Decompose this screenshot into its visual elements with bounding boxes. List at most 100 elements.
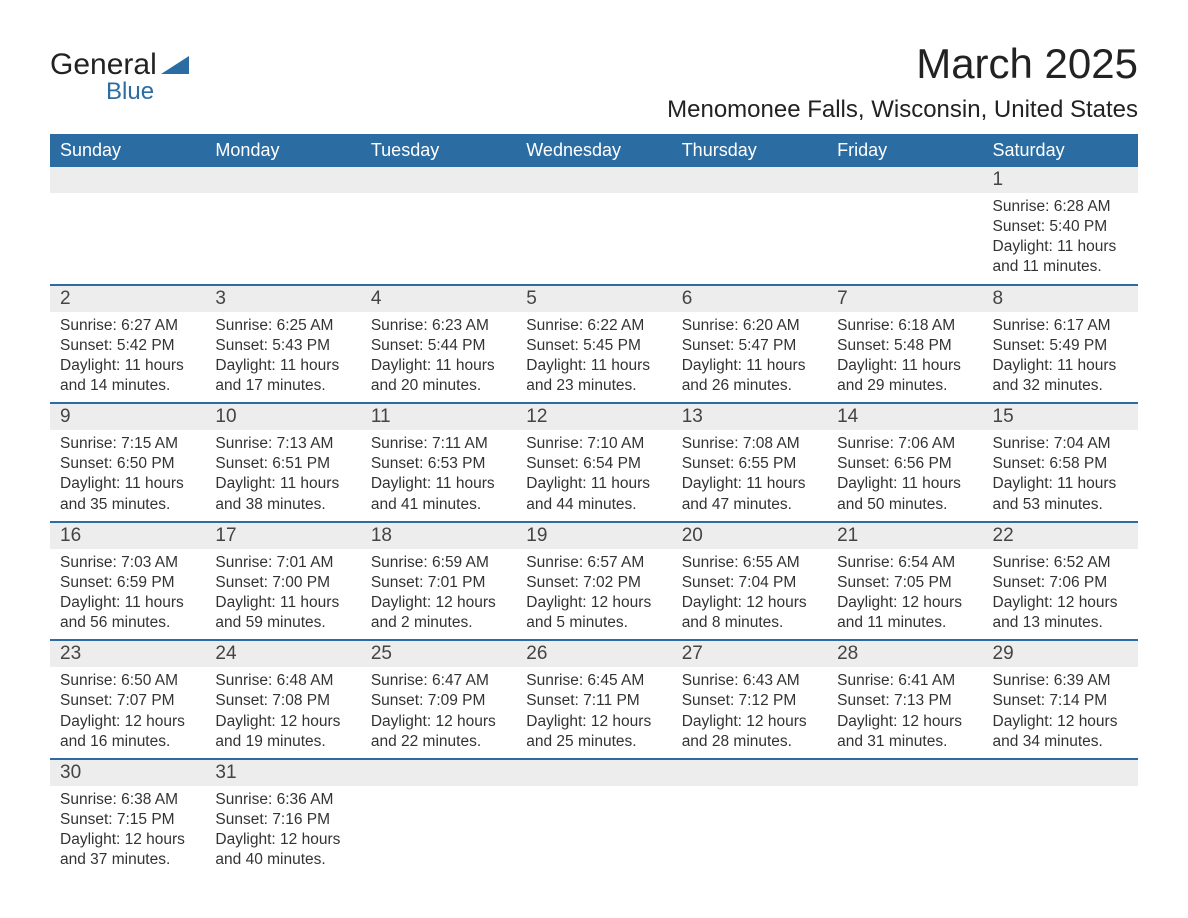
sunrise-line: Sunrise: 6:57 AM [526, 553, 661, 573]
sunset-line: Sunset: 6:50 PM [60, 454, 195, 474]
day-number: 19 [516, 523, 671, 549]
sunset-line: Sunset: 5:40 PM [993, 217, 1128, 237]
calendar-cell [516, 759, 671, 877]
daylight-line: Daylight: 12 hours and 5 minutes. [526, 593, 661, 633]
day-details: Sunrise: 6:52 AMSunset: 7:06 PMDaylight:… [983, 549, 1138, 640]
daylight-line: Daylight: 12 hours and 22 minutes. [371, 712, 506, 752]
daylight-line: Daylight: 11 hours and 26 minutes. [682, 356, 817, 396]
sunset-line: Sunset: 5:49 PM [993, 336, 1128, 356]
calendar-cell: 31Sunrise: 6:36 AMSunset: 7:16 PMDayligh… [205, 759, 360, 877]
day-number: 7 [827, 286, 982, 312]
calendar-cell [827, 759, 982, 877]
day-number: 10 [205, 404, 360, 430]
sunrise-line: Sunrise: 6:52 AM [993, 553, 1128, 573]
day-number: 9 [50, 404, 205, 430]
day-number: 8 [983, 286, 1138, 312]
calendar-cell: 29Sunrise: 6:39 AMSunset: 7:14 PMDayligh… [983, 640, 1138, 759]
day-number: 5 [516, 286, 671, 312]
logo-text-blue: Blue [106, 78, 154, 106]
daylight-line: Daylight: 12 hours and 11 minutes. [837, 593, 972, 633]
day-details: Sunrise: 6:57 AMSunset: 7:02 PMDaylight:… [516, 549, 671, 640]
day-number [516, 760, 671, 786]
calendar-table: SundayMondayTuesdayWednesdayThursdayFrid… [50, 134, 1138, 876]
calendar-cell: 18Sunrise: 6:59 AMSunset: 7:01 PMDayligh… [361, 522, 516, 641]
day-number: 22 [983, 523, 1138, 549]
calendar-cell [361, 759, 516, 877]
calendar-cell: 11Sunrise: 7:11 AMSunset: 6:53 PMDayligh… [361, 403, 516, 522]
sunset-line: Sunset: 7:15 PM [60, 810, 195, 830]
day-details: Sunrise: 6:36 AMSunset: 7:16 PMDaylight:… [205, 786, 360, 877]
sunrise-line: Sunrise: 6:28 AM [993, 197, 1128, 217]
header: General Blue March 2025 Menomonee Falls,… [50, 40, 1138, 124]
calendar-cell [205, 167, 360, 285]
sunrise-line: Sunrise: 7:10 AM [526, 434, 661, 454]
calendar-cell: 1Sunrise: 6:28 AMSunset: 5:40 PMDaylight… [983, 167, 1138, 285]
daylight-line: Daylight: 12 hours and 16 minutes. [60, 712, 195, 752]
day-details: Sunrise: 6:27 AMSunset: 5:42 PMDaylight:… [50, 312, 205, 403]
header-right: March 2025 Menomonee Falls, Wisconsin, U… [667, 40, 1138, 124]
day-details: Sunrise: 6:43 AMSunset: 7:12 PMDaylight:… [672, 667, 827, 758]
sunset-line: Sunset: 5:48 PM [837, 336, 972, 356]
calendar-cell: 2Sunrise: 6:27 AMSunset: 5:42 PMDaylight… [50, 285, 205, 404]
day-number: 6 [672, 286, 827, 312]
sunset-line: Sunset: 7:06 PM [993, 573, 1128, 593]
weekday-header: Sunday [50, 134, 205, 167]
calendar-cell: 6Sunrise: 6:20 AMSunset: 5:47 PMDaylight… [672, 285, 827, 404]
calendar-week-row: 30Sunrise: 6:38 AMSunset: 7:15 PMDayligh… [50, 759, 1138, 877]
sunset-line: Sunset: 5:43 PM [215, 336, 350, 356]
sunset-line: Sunset: 7:14 PM [993, 691, 1128, 711]
daylight-line: Daylight: 11 hours and 53 minutes. [993, 474, 1128, 514]
daylight-line: Daylight: 11 hours and 59 minutes. [215, 593, 350, 633]
day-number [827, 167, 982, 193]
day-number: 27 [672, 641, 827, 667]
sunrise-line: Sunrise: 6:59 AM [371, 553, 506, 573]
sunset-line: Sunset: 7:09 PM [371, 691, 506, 711]
calendar-cell: 22Sunrise: 6:52 AMSunset: 7:06 PMDayligh… [983, 522, 1138, 641]
calendar-week-row: 2Sunrise: 6:27 AMSunset: 5:42 PMDaylight… [50, 285, 1138, 404]
day-details: Sunrise: 6:28 AMSunset: 5:40 PMDaylight:… [983, 193, 1138, 284]
calendar-cell [827, 167, 982, 285]
day-details: Sunrise: 7:04 AMSunset: 6:58 PMDaylight:… [983, 430, 1138, 521]
day-number: 24 [205, 641, 360, 667]
sunset-line: Sunset: 5:47 PM [682, 336, 817, 356]
day-number: 20 [672, 523, 827, 549]
sunrise-line: Sunrise: 6:48 AM [215, 671, 350, 691]
day-number [50, 167, 205, 193]
day-number: 28 [827, 641, 982, 667]
day-details [361, 786, 516, 868]
weekday-header: Thursday [672, 134, 827, 167]
daylight-line: Daylight: 11 hours and 29 minutes. [837, 356, 972, 396]
sunrise-line: Sunrise: 6:36 AM [215, 790, 350, 810]
day-number [672, 760, 827, 786]
weekday-header: Wednesday [516, 134, 671, 167]
sunset-line: Sunset: 7:08 PM [215, 691, 350, 711]
sunset-line: Sunset: 5:45 PM [526, 336, 661, 356]
daylight-line: Daylight: 12 hours and 19 minutes. [215, 712, 350, 752]
calendar-cell [361, 167, 516, 285]
sunrise-line: Sunrise: 6:17 AM [993, 316, 1128, 336]
sunrise-line: Sunrise: 7:06 AM [837, 434, 972, 454]
sunrise-line: Sunrise: 6:27 AM [60, 316, 195, 336]
sunset-line: Sunset: 7:12 PM [682, 691, 817, 711]
calendar-cell: 19Sunrise: 6:57 AMSunset: 7:02 PMDayligh… [516, 522, 671, 641]
sunrise-line: Sunrise: 6:50 AM [60, 671, 195, 691]
sunset-line: Sunset: 7:02 PM [526, 573, 661, 593]
sunrise-line: Sunrise: 6:43 AM [682, 671, 817, 691]
day-details: Sunrise: 6:48 AMSunset: 7:08 PMDaylight:… [205, 667, 360, 758]
sunset-line: Sunset: 7:07 PM [60, 691, 195, 711]
daylight-line: Daylight: 11 hours and 47 minutes. [682, 474, 817, 514]
page-title: March 2025 [667, 40, 1138, 88]
calendar-week-row: 1Sunrise: 6:28 AMSunset: 5:40 PMDaylight… [50, 167, 1138, 285]
calendar-cell: 14Sunrise: 7:06 AMSunset: 6:56 PMDayligh… [827, 403, 982, 522]
calendar-cell: 3Sunrise: 6:25 AMSunset: 5:43 PMDaylight… [205, 285, 360, 404]
day-details: Sunrise: 6:25 AMSunset: 5:43 PMDaylight:… [205, 312, 360, 403]
daylight-line: Daylight: 12 hours and 31 minutes. [837, 712, 972, 752]
sunrise-line: Sunrise: 6:39 AM [993, 671, 1128, 691]
sunset-line: Sunset: 6:59 PM [60, 573, 195, 593]
day-details: Sunrise: 7:11 AMSunset: 6:53 PMDaylight:… [361, 430, 516, 521]
calendar-cell: 12Sunrise: 7:10 AMSunset: 6:54 PMDayligh… [516, 403, 671, 522]
calendar-cell: 4Sunrise: 6:23 AMSunset: 5:44 PMDaylight… [361, 285, 516, 404]
daylight-line: Daylight: 12 hours and 13 minutes. [993, 593, 1128, 633]
day-number: 13 [672, 404, 827, 430]
calendar-cell [516, 167, 671, 285]
